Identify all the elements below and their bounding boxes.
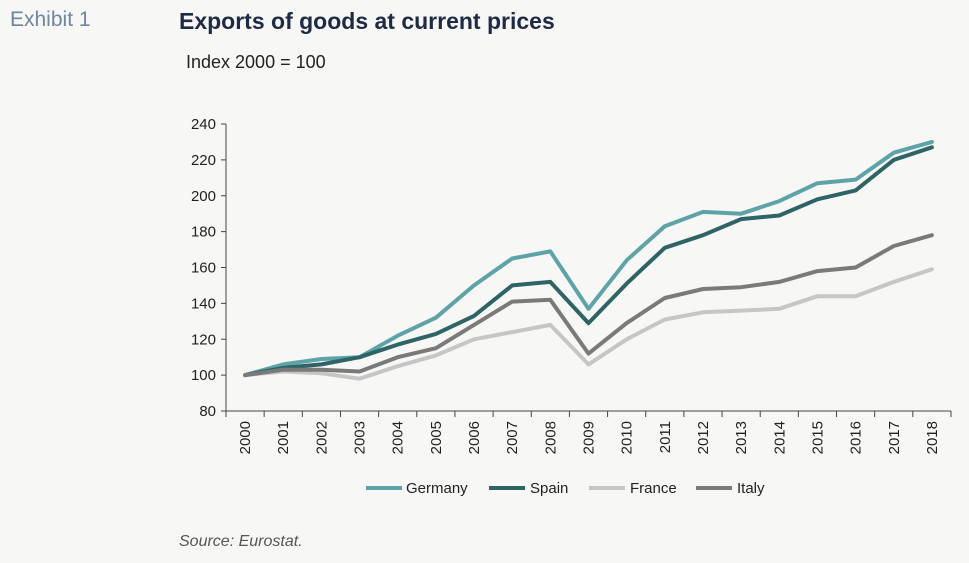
x-tick-label: 2014	[771, 421, 788, 454]
x-tick-label: 2012	[695, 421, 712, 454]
x-tick-label: 2002	[313, 421, 330, 454]
x-tick-label: 2011	[657, 421, 674, 453]
chart-subtitle: Index 2000 = 100	[186, 52, 326, 72]
x-tick-label: 2018	[924, 421, 941, 454]
legend-label-france: France	[630, 480, 677, 497]
y-tick-label: 120	[191, 331, 216, 348]
series-line-spain	[243, 145, 934, 378]
x-tick-label: 2001	[275, 421, 292, 454]
series-line-france	[243, 267, 934, 381]
source-note: Source: Eurostat.	[179, 533, 303, 550]
legend-label-germany: Germany	[406, 480, 468, 497]
x-tick-label: 2017	[886, 421, 903, 454]
y-tick-label: 80	[199, 403, 216, 420]
series-line-italy	[243, 233, 934, 378]
legend-label-spain: Spain	[530, 480, 568, 497]
x-tick-label: 2010	[619, 421, 636, 454]
x-tick-label: 2016	[848, 421, 865, 454]
exhibit-label: Exhibit 1	[10, 8, 91, 31]
x-tick-label: 2003	[352, 421, 369, 454]
x-tick-label: 2007	[504, 421, 521, 454]
x-tick-label: 2005	[428, 421, 445, 454]
x-tick-label: 2015	[809, 421, 826, 454]
x-tick-label: 2000	[237, 421, 254, 454]
y-tick-label: 180	[191, 224, 216, 241]
legend-label-italy: Italy	[737, 480, 765, 497]
y-tick-label: 100	[191, 367, 216, 384]
y-tick-label: 240	[191, 116, 216, 133]
x-tick-label: 2009	[581, 421, 598, 454]
chart-title: Exports of goods at current prices	[179, 8, 555, 34]
y-tick-label: 140	[191, 295, 216, 312]
y-tick-label: 200	[191, 188, 216, 205]
series-line-germany	[243, 139, 934, 378]
x-tick-label: 2006	[466, 421, 483, 454]
y-tick-label: 220	[191, 152, 216, 169]
y-tick-label: 160	[191, 260, 216, 277]
x-tick-label: 2013	[733, 421, 750, 454]
x-tick-label: 2004	[390, 421, 407, 454]
x-tick-label: 2008	[542, 421, 559, 454]
